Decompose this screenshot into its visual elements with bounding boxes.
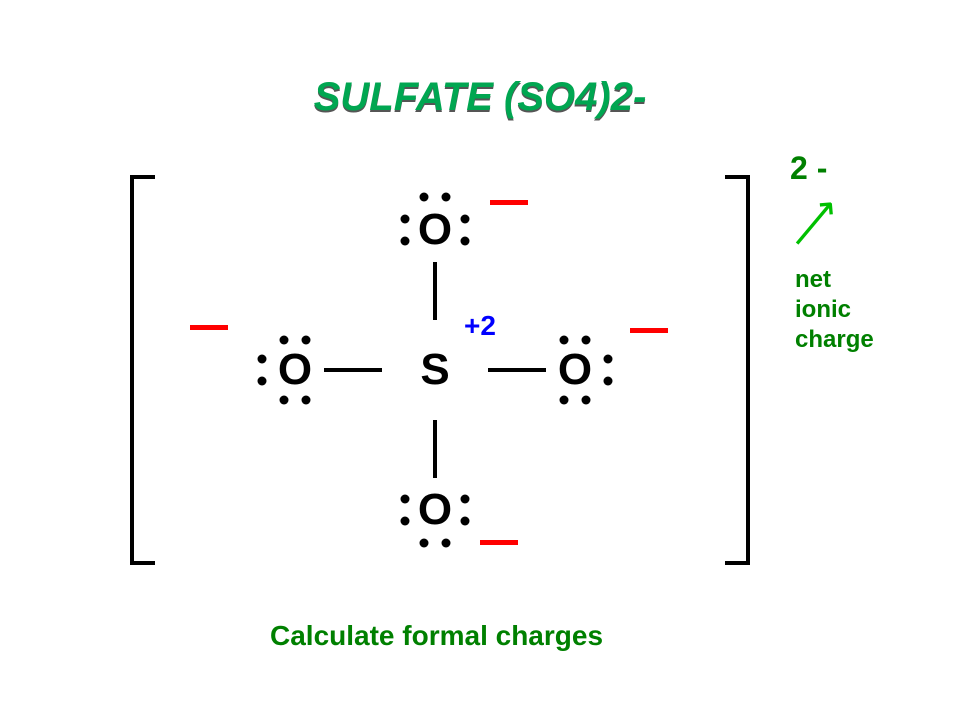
lone-pair-dot	[560, 336, 569, 345]
lone-pair-dot	[461, 237, 470, 246]
lone-pair-dot	[461, 517, 470, 526]
atom-top: O	[418, 205, 452, 255]
caption: Calculate formal charges	[270, 620, 603, 652]
formal-charge-center: +2	[464, 310, 496, 342]
net-charge: 2 -	[790, 150, 827, 187]
lone-pair-dot	[258, 355, 267, 364]
formal-charge-oxygen-bottom	[480, 540, 518, 545]
lone-pair-dot	[560, 396, 569, 405]
bond-left	[324, 368, 382, 372]
formal-charge-oxygen-top	[490, 200, 528, 205]
lone-pair-dot	[461, 215, 470, 224]
lone-pair-dot	[280, 396, 289, 405]
bracket-right-bottom	[725, 561, 750, 565]
lone-pair-dot	[420, 193, 429, 202]
lone-pair-dot	[582, 396, 591, 405]
arrow-icon: ⟶	[778, 186, 850, 259]
lone-pair-dot	[442, 539, 451, 548]
atom-center: S	[420, 345, 449, 395]
net-charge-label: net ionic charge	[795, 265, 874, 355]
bond-right	[488, 368, 546, 372]
lone-pair-dot	[442, 193, 451, 202]
bracket-left-vertical	[130, 175, 134, 565]
lone-pair-dot	[280, 336, 289, 345]
lone-pair-dot	[401, 517, 410, 526]
bond-top	[433, 262, 437, 320]
title: SULFATE (SO4)2-	[314, 75, 647, 120]
lone-pair-dot	[302, 336, 311, 345]
formal-charge-oxygen-left	[190, 325, 228, 330]
lone-pair-dot	[401, 215, 410, 224]
lone-pair-dot	[420, 539, 429, 548]
lone-pair-dot	[461, 495, 470, 504]
lone-pair-dot	[401, 237, 410, 246]
bracket-left-bottom	[130, 561, 155, 565]
lone-pair-dot	[604, 377, 613, 386]
atom-bottom: O	[418, 485, 452, 535]
lone-pair-dot	[604, 355, 613, 364]
lone-pair-dot	[258, 377, 267, 386]
atom-right: O	[558, 345, 592, 395]
lone-pair-dot	[401, 495, 410, 504]
bond-bottom	[433, 420, 437, 478]
bracket-right-vertical	[746, 175, 750, 565]
bracket-left-top	[130, 175, 155, 179]
lone-pair-dot	[582, 336, 591, 345]
formal-charge-oxygen-right	[630, 328, 668, 333]
atom-left: O	[278, 345, 312, 395]
lone-pair-dot	[302, 396, 311, 405]
bracket-right-top	[725, 175, 750, 179]
